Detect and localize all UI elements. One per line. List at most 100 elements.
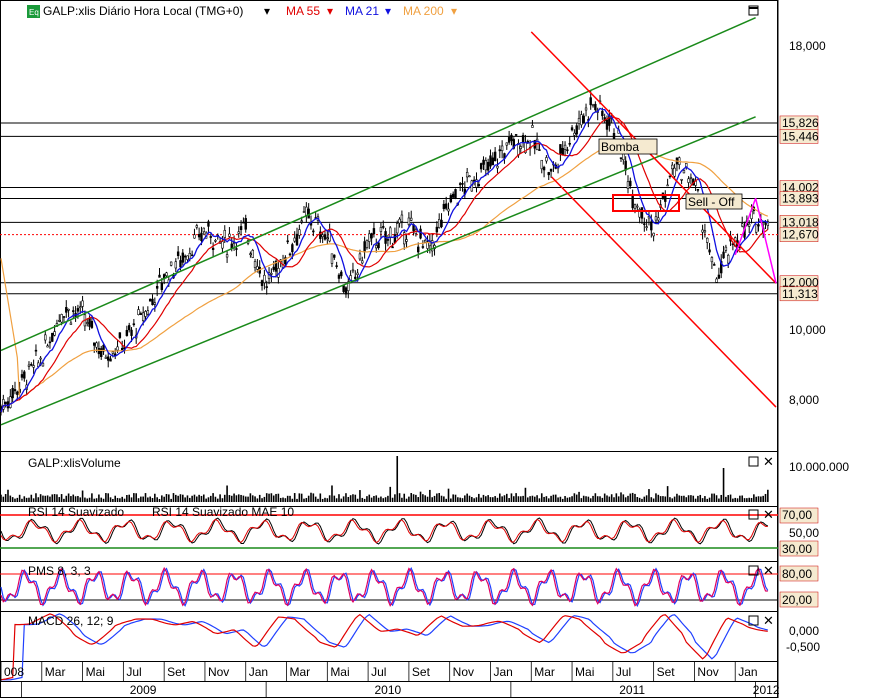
candle-body bbox=[307, 208, 310, 219]
candle-body bbox=[410, 217, 413, 221]
stoch-title: PMS 8, 3, 3 bbox=[28, 564, 91, 578]
candle-body bbox=[72, 310, 75, 312]
macd-panel: MACD 26, 12; 9 ✕ 0,000 -0,500 bbox=[0, 613, 820, 681]
close-icon[interactable]: ✕ bbox=[763, 614, 774, 629]
candle-body bbox=[491, 157, 495, 166]
candle-body bbox=[2, 399, 5, 410]
candle-body bbox=[88, 317, 91, 327]
candle-body bbox=[190, 254, 194, 257]
ma55-legend[interactable]: MA 55 bbox=[286, 4, 320, 18]
chart-title[interactable]: GALP:xlis Diário Hora Local (TMG+0) bbox=[43, 4, 243, 18]
price-tag-label: 13,893 bbox=[782, 191, 819, 205]
ma21-dropdown[interactable]: ▾ bbox=[385, 4, 391, 18]
eq-badge-label: Eq bbox=[29, 8, 39, 17]
candle-body bbox=[223, 230, 226, 238]
close-icon[interactable]: ✕ bbox=[763, 455, 774, 470]
candle-body bbox=[747, 223, 751, 227]
candle-body bbox=[221, 241, 224, 249]
rsi-smoothed-line bbox=[0, 518, 768, 544]
maximize-icon[interactable] bbox=[748, 509, 759, 520]
candle-body bbox=[701, 229, 704, 233]
ma200-dropdown[interactable]: ▾ bbox=[451, 4, 457, 18]
year-label: 2011 bbox=[619, 683, 645, 697]
stoch-tick: 80,00 bbox=[782, 567, 812, 581]
ma200-legend[interactable]: MA 200 bbox=[403, 4, 444, 18]
channel-line bbox=[0, 16, 756, 352]
macd-title: MACD 26, 12; 9 bbox=[28, 614, 114, 628]
volume-bars bbox=[0, 456, 769, 502]
candle-body bbox=[60, 314, 63, 323]
month-label: Set bbox=[167, 665, 186, 679]
month-label: Jan bbox=[493, 665, 512, 679]
candle-body bbox=[111, 351, 115, 354]
candle-body bbox=[151, 298, 154, 306]
candle-body bbox=[312, 230, 315, 233]
candle-body bbox=[305, 206, 308, 216]
header: Eq GALP:xlis Diário Hora Local (TMG+0) ▾… bbox=[27, 4, 759, 18]
price-tag-label: 12,670 bbox=[782, 228, 819, 242]
candle-body bbox=[333, 254, 336, 258]
candle-body bbox=[570, 127, 574, 131]
macd-signal-line bbox=[1, 613, 768, 681]
title-dropdown[interactable]: ▾ bbox=[264, 4, 270, 18]
candle-body bbox=[144, 311, 147, 317]
candle-body bbox=[160, 282, 164, 290]
candle-body bbox=[90, 321, 94, 328]
candle-body bbox=[391, 246, 394, 249]
candle-body bbox=[354, 276, 357, 279]
candle-body bbox=[741, 223, 744, 227]
maximize-icon[interactable] bbox=[748, 456, 759, 467]
candle-body bbox=[27, 364, 31, 367]
candle-body bbox=[67, 308, 70, 311]
close-icon[interactable]: ✕ bbox=[763, 564, 774, 579]
candle-body bbox=[370, 233, 373, 239]
candle-body bbox=[465, 172, 469, 178]
eq-badge[interactable] bbox=[27, 5, 40, 18]
candle-body bbox=[202, 227, 205, 232]
rsi-panel: RSI 14 Suavizado RSI 14 Suavizado MAE 10… bbox=[0, 505, 819, 557]
candle-body bbox=[549, 168, 553, 172]
candle-body bbox=[505, 142, 508, 146]
candle-body bbox=[293, 237, 296, 242]
candle-body bbox=[638, 209, 641, 218]
candle-body bbox=[757, 224, 760, 227]
annotation-sell-off: Sell - Off bbox=[612, 193, 743, 212]
candle-body bbox=[538, 149, 541, 151]
maximize-icon[interactable] bbox=[748, 5, 759, 16]
price-tag bbox=[779, 191, 819, 206]
candle-body bbox=[591, 104, 595, 107]
month-label: Jul bbox=[371, 665, 386, 679]
candle-body bbox=[263, 274, 266, 283]
candle-body bbox=[584, 107, 588, 111]
candle-body bbox=[274, 260, 278, 272]
month-label: Jul bbox=[616, 665, 631, 679]
candle-body bbox=[451, 193, 455, 198]
candle-body bbox=[559, 144, 562, 154]
candle-body bbox=[510, 134, 513, 142]
candle-body bbox=[389, 227, 392, 238]
ma21-legend[interactable]: MA 21 bbox=[345, 4, 379, 18]
month-label: Mar bbox=[45, 665, 66, 679]
price-tag-label: 11,313 bbox=[782, 287, 818, 301]
candle-body bbox=[295, 233, 299, 246]
candle-body bbox=[386, 239, 390, 241]
candle-body bbox=[197, 234, 201, 238]
candle-body bbox=[81, 300, 84, 307]
candle-body bbox=[540, 159, 543, 170]
stoch-panel: PMS 8, 3, 3 ✕ 80,00 20,00 bbox=[0, 564, 819, 608]
candle-body bbox=[214, 240, 217, 242]
candle-body bbox=[62, 316, 66, 318]
close-icon[interactable]: ✕ bbox=[763, 508, 774, 523]
candle-body bbox=[498, 149, 501, 152]
candle-body bbox=[573, 132, 576, 136]
price-tag bbox=[779, 286, 819, 302]
candle-body bbox=[39, 357, 42, 360]
ma55-dropdown[interactable]: ▾ bbox=[327, 4, 333, 18]
candle-body bbox=[486, 161, 490, 171]
maximize-icon[interactable] bbox=[748, 615, 759, 626]
candle-body bbox=[507, 137, 511, 143]
candle-body bbox=[58, 320, 61, 322]
maximize-icon[interactable] bbox=[748, 565, 759, 576]
candle-body bbox=[179, 260, 182, 268]
